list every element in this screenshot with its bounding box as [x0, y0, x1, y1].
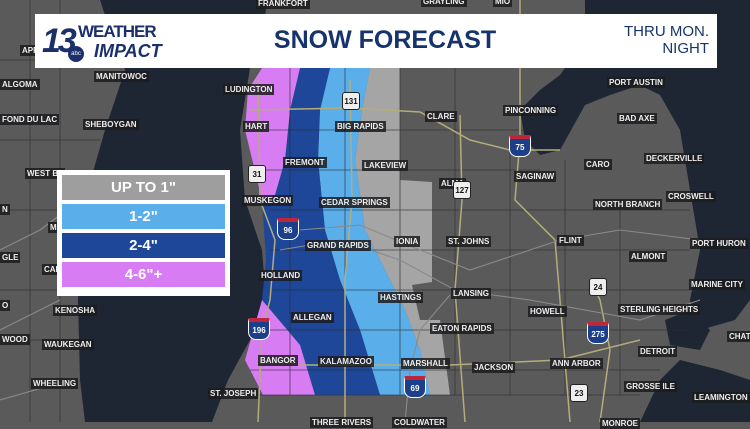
legend-up-to-1: UP TO 1"	[62, 175, 225, 200]
city-label: GRAND RAPIDS	[305, 240, 371, 251]
city-label: COLDWATER	[392, 417, 447, 428]
lake-huron	[520, 0, 750, 330]
city-label: JACKSON	[472, 362, 516, 373]
city-label: ST. JOSEPH	[208, 388, 259, 399]
city-label: EATON RAPIDS	[430, 323, 494, 334]
city-label: ANN ARBOR	[550, 358, 603, 369]
city-label: O	[0, 300, 11, 311]
city-label: BIG RAPIDS	[335, 121, 386, 132]
city-label: WOOD	[0, 334, 30, 345]
city-label: APP	[20, 45, 41, 56]
legend-4-6-plus: 4-6"+	[62, 262, 225, 287]
city-label: WEST BE	[25, 168, 66, 179]
city-label: ALMONT	[629, 251, 668, 262]
city-label: ALGOMA	[0, 79, 40, 90]
city-label: HASTINGS	[378, 292, 424, 303]
city-label: DETROIT	[638, 346, 678, 357]
city-label: GRAYLING	[421, 0, 467, 7]
forecast-period: THRU MON. NIGHT	[624, 23, 709, 57]
us-route-23-shield-icon: 23	[570, 384, 588, 402]
city-label: BAD AXE	[617, 113, 657, 124]
interstate-75-shield-icon: 75	[509, 135, 531, 157]
city-label: MUSKEGON	[242, 195, 294, 206]
city-label: CEDAR SPRINGS	[319, 197, 390, 208]
interstate-69-shield-icon: 69	[404, 376, 426, 398]
city-label: CARO	[584, 159, 612, 170]
us-route-131-shield-icon: 131	[342, 92, 360, 110]
city-label: KALAMAZOO	[318, 356, 374, 367]
us-route-31-shield-icon: 31	[248, 165, 266, 183]
city-label: FLINT	[557, 235, 584, 246]
city-label: SAGINAW	[514, 171, 557, 182]
interstate-275-shield-icon: 275	[587, 322, 609, 344]
city-label: CAL	[42, 264, 63, 275]
page-title: SNOW FORECAST	[273, 26, 497, 54]
city-label: MANITOWOC	[94, 71, 149, 82]
city-label: MI	[48, 222, 61, 233]
us-route-127-shield-icon: 127	[453, 181, 471, 199]
city-label: ST. JOHNS	[446, 236, 492, 247]
city-label: THREE RIVERS	[310, 417, 374, 428]
city-label: CHATH	[727, 331, 750, 342]
city-label: KENOSHA	[53, 305, 98, 316]
city-label: LANSING	[451, 288, 491, 299]
header-banner: 13 abc WEATHER IMPACT SNOW FORECAST THRU…	[35, 14, 717, 68]
snowfall-legend: UP TO 1" 1-2" 2-4" 4-6"+	[57, 170, 230, 296]
logo-impact: IMPACT	[94, 41, 162, 61]
us-route-24-shield-icon: 24	[589, 278, 607, 296]
city-label: GROSSE ILE	[624, 381, 677, 392]
city-label: LUDINGTON	[223, 84, 275, 95]
city-label: HOWELL	[528, 306, 567, 317]
city-label: WAUKEGAN	[42, 339, 94, 350]
logo-weather: WEATHER	[78, 22, 157, 41]
city-label: GLE	[0, 252, 21, 263]
city-label: ALMA	[439, 178, 467, 189]
city-label: BANGOR	[258, 355, 298, 366]
city-label: SHEBOYGAN	[83, 119, 139, 130]
legend-1-2: 1-2"	[62, 204, 225, 229]
interstate-96-shield-icon: 96	[277, 218, 299, 240]
city-label: LAKEVIEW	[362, 160, 409, 171]
city-label: FOND DU LAC	[0, 114, 60, 125]
city-label: MIO	[493, 0, 513, 7]
city-label: PORT AUSTIN	[607, 77, 665, 88]
city-label: WHEELING	[31, 378, 79, 389]
city-label: NORTH BRANCH	[593, 199, 663, 210]
band-1-2	[318, 68, 430, 395]
city-label: STERLING HEIGHTS	[618, 304, 701, 315]
city-label: IONIA	[394, 236, 421, 247]
city-label: HART	[243, 121, 270, 132]
city-label: CLARE	[425, 111, 457, 122]
abc-logo-icon: abc	[68, 46, 84, 62]
city-label: FREMONT	[283, 157, 327, 168]
city-label: HOLLAND	[259, 270, 303, 281]
lake-erie	[640, 360, 750, 422]
station-logo: 13 abc WEATHER IMPACT	[42, 20, 192, 64]
city-label: N	[0, 204, 10, 215]
band-up-to-1	[355, 68, 450, 395]
city-label: MONROE	[600, 418, 640, 429]
city-label: PORT HURON	[690, 238, 748, 249]
city-label: DECKERVILLE	[644, 153, 705, 164]
city-label: FRANKFORT	[256, 0, 310, 9]
city-label: PINCONNING	[503, 105, 559, 116]
city-label: ALLEGAN	[291, 312, 334, 323]
city-label: MARINE CITY	[689, 279, 745, 290]
city-label: LEAMINGTON	[692, 392, 750, 403]
legend-2-4: 2-4"	[62, 233, 225, 258]
city-label: CROSWELL	[666, 191, 716, 202]
interstate-196-shield-icon: 196	[248, 318, 270, 340]
city-label: MARSHALL	[401, 358, 450, 369]
